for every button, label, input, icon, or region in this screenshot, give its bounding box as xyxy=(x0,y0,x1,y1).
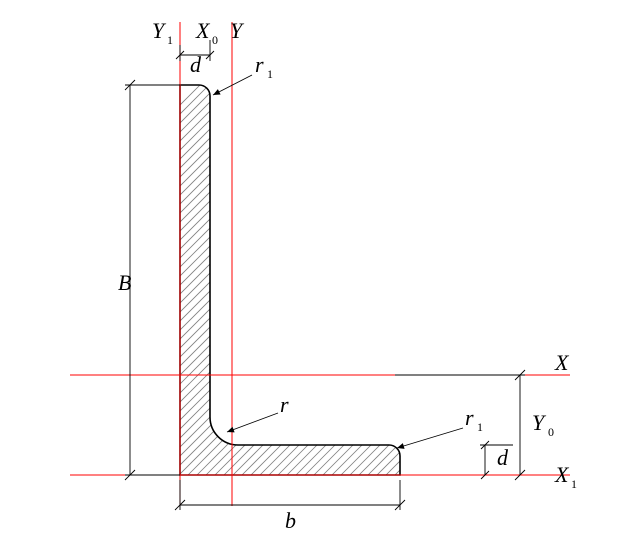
label-r1: r xyxy=(465,405,474,430)
label-X: X xyxy=(554,350,570,375)
label-b: b xyxy=(285,508,296,533)
label-r1-top: r xyxy=(255,52,264,77)
label-r1-sub: 1 xyxy=(477,420,483,434)
label-r1-top-sub: 1 xyxy=(267,67,273,81)
leader-r xyxy=(227,413,278,432)
label-Y1: Y xyxy=(152,18,167,43)
label-X1-sub: 1 xyxy=(571,477,577,491)
label-X0-sub: 0 xyxy=(212,33,218,47)
label-X1: X xyxy=(554,462,570,487)
label-Y: Y xyxy=(230,18,245,43)
label-d-top: d xyxy=(190,52,202,77)
label-B: B xyxy=(118,270,131,295)
label-d-right: d xyxy=(497,445,509,470)
angle-profile xyxy=(180,85,400,475)
label-Y0-sub: 0 xyxy=(548,425,554,439)
label-r: r xyxy=(280,392,289,417)
label-Y1-sub: 1 xyxy=(167,33,173,47)
label-Y0: Y xyxy=(532,410,547,435)
label-X0: X xyxy=(195,18,211,43)
leader-r1-bot xyxy=(397,428,463,448)
